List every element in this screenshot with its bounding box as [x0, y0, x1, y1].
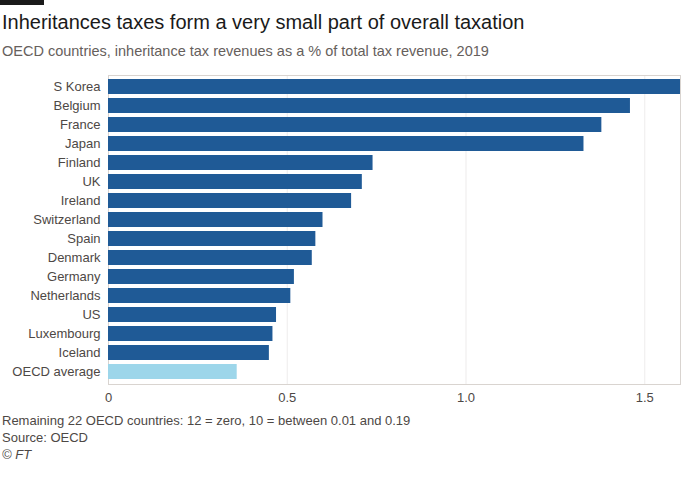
html-text:Remaining 22 OECD countries: 1: Remaining 22 OECD countries: 12 = zero, …: [2, 413, 411, 428]
svg-text:Ireland: Ireland: [61, 193, 101, 208]
html-text:© FT: © FT: [2, 447, 32, 462]
svg-text:UK: UK: [82, 174, 100, 189]
svg-text:1.5: 1.5: [636, 390, 654, 405]
svg-text:0: 0: [105, 390, 112, 405]
svg-text:Belgium: Belgium: [54, 98, 101, 113]
svg-text:Luxembourg: Luxembourg: [28, 326, 100, 341]
html-text:OECD countries, inheritance ta: OECD countries, inheritance tax revenues…: [2, 43, 489, 59]
svg-text:0.5: 0.5: [278, 390, 296, 405]
svg-text:US: US: [82, 307, 100, 322]
html-text:Inheritances taxes form a very: Inheritances taxes form a very small par…: [2, 11, 525, 33]
svg-text:Germany: Germany: [47, 269, 101, 284]
html-text:Source: OECD: Source: OECD: [2, 430, 88, 445]
svg-text:Netherlands: Netherlands: [30, 288, 101, 303]
svg-text:Japan: Japan: [65, 136, 100, 151]
svg-text:Spain: Spain: [67, 231, 100, 246]
svg-text:France: France: [60, 117, 100, 132]
svg-text:1.0: 1.0: [457, 390, 475, 405]
svg-text:Finland: Finland: [58, 155, 101, 170]
svg-text:OECD average: OECD average: [12, 364, 100, 379]
svg-text:Denmark: Denmark: [48, 250, 101, 265]
svg-text:Switzerland: Switzerland: [33, 212, 100, 227]
svg-text:S Korea: S Korea: [54, 79, 102, 94]
svg-text:Iceland: Iceland: [59, 345, 101, 360]
